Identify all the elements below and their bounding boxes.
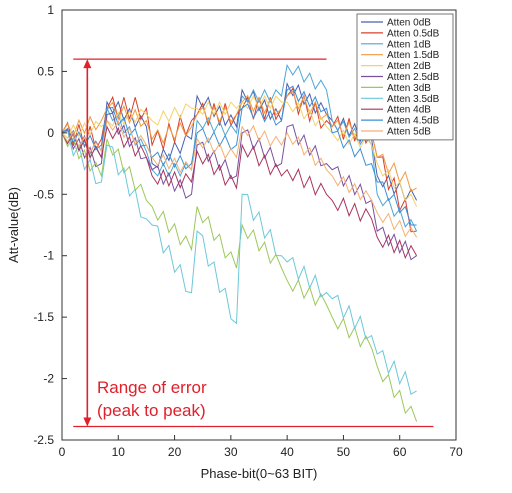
series-line <box>61 132 418 422</box>
y-tick-label: 0 <box>47 126 54 140</box>
series-lines <box>61 63 418 422</box>
error-range-annotation: Range of error (peak to peak) <box>73 58 434 428</box>
range-label-line1: Range of error <box>97 378 207 397</box>
series-line <box>61 85 417 226</box>
series-line <box>61 94 418 207</box>
x-axis-label: Phase-bit(0~63 BIT) <box>201 466 318 481</box>
range-label-line2: (peak to peak) <box>97 401 206 420</box>
legend-entry: Atten 3dB <box>387 83 431 94</box>
legend-entry: Atten 1.5dB <box>387 50 440 61</box>
axis-ticks: 0 10 20 30 40 50 60 70 1 0.5 0 -0.5 -1 -1.5 -2 -2.5 <box>33 3 463 459</box>
range-arrow-up-head <box>83 59 92 69</box>
legend-entry: Atten 0.5dB <box>387 28 440 39</box>
legend-entry: Atten 0dB <box>387 18 431 29</box>
y-axis-label: Att-value(dB) <box>6 187 21 263</box>
y-tick-label: -0.5 <box>33 187 54 201</box>
range-arrow-down-head <box>83 417 92 427</box>
plot-frame <box>61 9 457 441</box>
x-tick-label: 10 <box>112 445 126 459</box>
x-tick-label: 40 <box>280 445 294 459</box>
x-tick-label: 50 <box>337 445 351 459</box>
legend-entry: Atten 2dB <box>387 61 431 72</box>
y-tick-label: -2 <box>43 372 54 386</box>
x-tick-label: 20 <box>168 445 182 459</box>
series-line <box>61 119 418 238</box>
y-tick-label: -1.5 <box>33 310 54 324</box>
legend-entry: Atten 4dB <box>387 105 431 116</box>
legend-entry: Atten 3.5dB <box>387 94 440 105</box>
legend-entry: Atten 2.5dB <box>387 72 440 83</box>
y-tick-label: -2.5 <box>33 433 54 447</box>
legend-entry: Atten 5dB <box>387 127 431 138</box>
x-tick-label: 60 <box>393 445 407 459</box>
series-line <box>61 125 418 260</box>
y-tick-label: 0.5 <box>37 64 54 78</box>
legend-entry: Atten 1dB <box>387 39 431 50</box>
x-tick-label: 30 <box>224 445 238 459</box>
y-tick-label: -1 <box>43 249 54 263</box>
series-line <box>61 130 417 395</box>
legend-entry: Atten 4.5dB <box>387 116 440 127</box>
x-tick-label: 0 <box>59 445 66 459</box>
y-tick-label: 1 <box>47 3 54 17</box>
x-tick-label: 70 <box>449 445 463 459</box>
